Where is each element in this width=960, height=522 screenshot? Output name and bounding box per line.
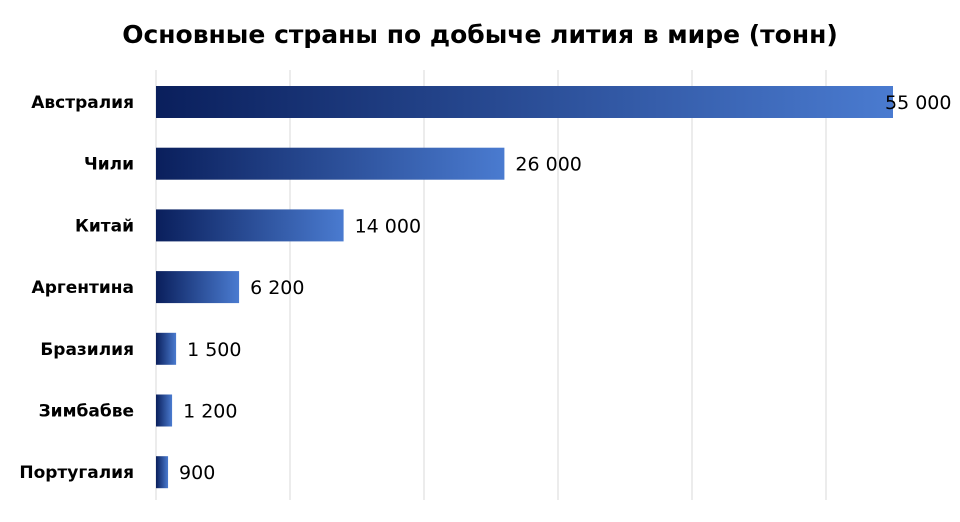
bars	[156, 86, 893, 489]
bar	[156, 147, 505, 180]
category-labels: Австралия Чили Китай Аргентина Бразилия Зимба…	[19, 93, 134, 483]
bar	[156, 456, 169, 489]
category-label: Португалия	[19, 463, 134, 483]
data-label: 55 000	[885, 92, 951, 114]
bar	[156, 394, 173, 427]
data-label: 900	[179, 462, 215, 484]
data-label: 6 200	[250, 277, 304, 299]
category-label: Австралия	[31, 93, 134, 113]
chart-title: Основные страны по добыче лития в мире (…	[122, 20, 838, 49]
bar	[156, 86, 893, 118]
bar	[156, 209, 344, 242]
category-label: Бразилия	[40, 340, 134, 360]
bar	[156, 271, 240, 304]
bar	[156, 332, 177, 365]
category-label: Зимбабве	[39, 402, 134, 422]
data-label: 1 200	[183, 401, 237, 423]
data-label: 26 000	[515, 154, 581, 176]
value-labels: 55 000 26 000 14 000 6 200 1 500 1 200 900	[179, 92, 951, 484]
category-label: Китай	[75, 216, 134, 236]
data-label: 1 500	[187, 339, 241, 361]
category-label: Аргентина	[32, 278, 134, 298]
data-label: 14 000	[355, 215, 421, 237]
category-label: Чили	[84, 155, 134, 175]
gridlines	[155, 70, 827, 500]
